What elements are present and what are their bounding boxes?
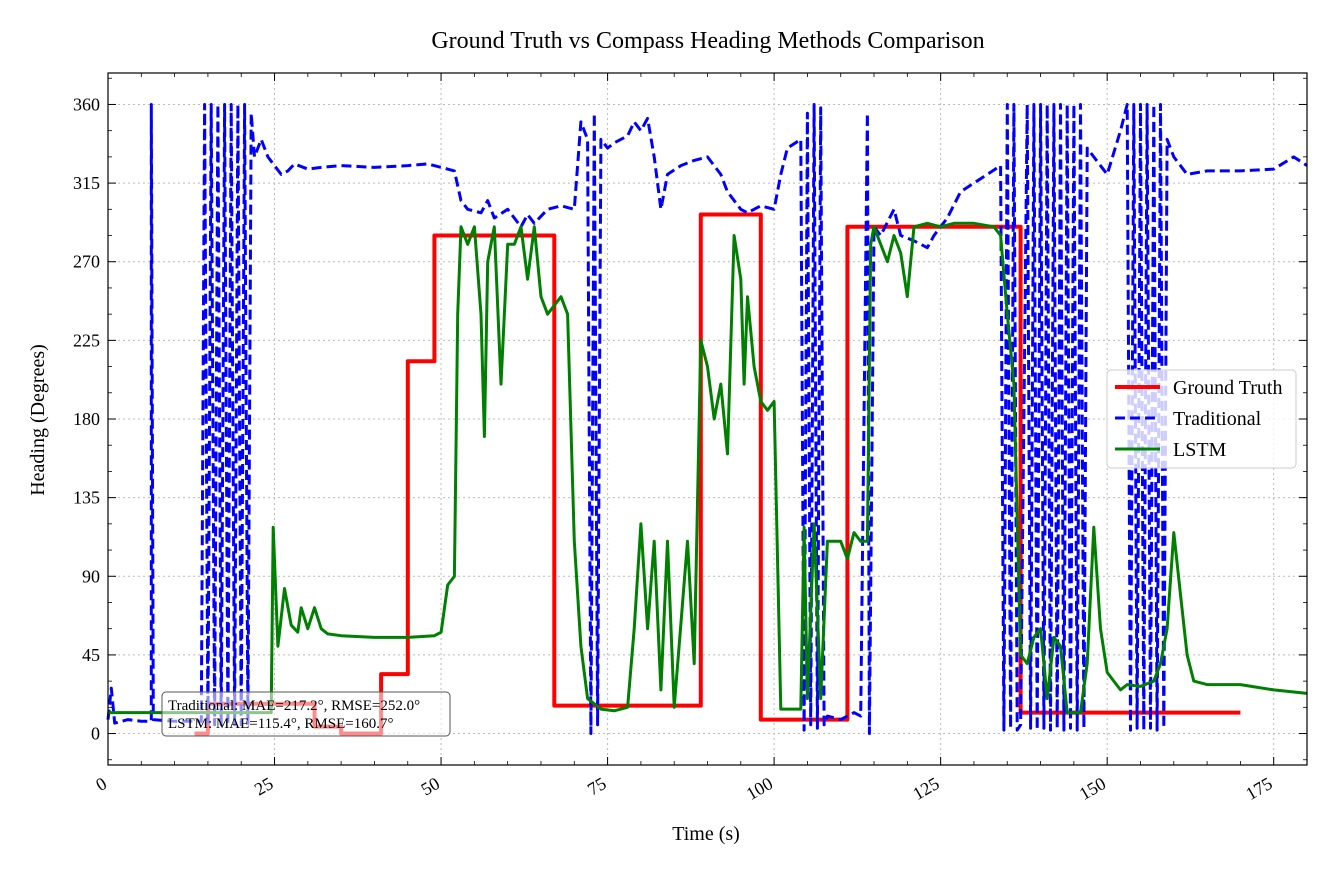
x-axis-label: Time (s) <box>672 823 740 845</box>
x-tick-label: 100 <box>743 773 776 804</box>
stats-traditional: Traditional: MAE=217.2°, RMSE=252.0° <box>168 698 420 714</box>
x-tick-label: 175 <box>1242 773 1275 804</box>
x-tick-label: 150 <box>1076 773 1109 804</box>
y-tick-label: 135 <box>73 488 100 508</box>
x-tick-label: 0 <box>92 773 110 795</box>
y-tick-label: 45 <box>82 645 100 665</box>
series-line-traditional <box>106 103 1308 735</box>
y-tick-label: 315 <box>73 173 100 193</box>
x-tick-label: 50 <box>417 773 443 799</box>
legend-label-ground-truth: Ground Truth <box>1173 377 1282 399</box>
y-tick-label: 90 <box>82 566 100 586</box>
legend: Ground Truth Traditional LSTM <box>1106 369 1297 469</box>
legend-label-traditional: Traditional <box>1173 408 1262 430</box>
chart-title: Ground Truth vs Compass Heading Methods … <box>431 28 984 54</box>
y-tick-label: 360 <box>73 94 100 114</box>
x-tick-label: 125 <box>909 773 942 804</box>
stats-lstm: LSTM: MAE=115.4°, RMSE=160.7° <box>168 716 393 732</box>
y-tick-label: 225 <box>73 330 100 350</box>
x-tick-label: 25 <box>251 773 277 799</box>
series-line-lstm <box>108 221 1308 715</box>
stats-box: Traditional: MAE=217.2°, RMSE=252.0° LST… <box>161 691 451 737</box>
legend-box <box>1106 369 1297 469</box>
y-tick-label: 180 <box>73 409 100 429</box>
legend-label-lstm: LSTM <box>1173 439 1227 461</box>
y-tick-label: 270 <box>73 252 100 272</box>
x-tick-label: 75 <box>584 773 610 799</box>
y-tick-label: 0 <box>91 724 100 744</box>
y-axis-label: Heading (Degrees) <box>27 344 49 496</box>
